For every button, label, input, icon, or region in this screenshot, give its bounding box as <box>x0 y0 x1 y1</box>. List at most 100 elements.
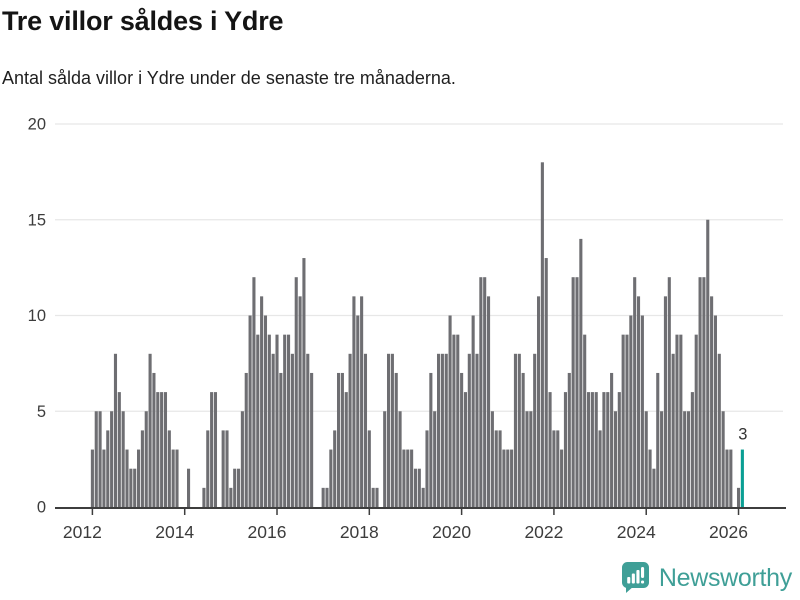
bar <box>563 392 568 507</box>
brand-footer: Newsworthy <box>621 561 792 595</box>
bar <box>463 392 468 507</box>
bar <box>690 392 694 507</box>
bar <box>698 277 702 507</box>
bar <box>683 411 687 507</box>
bar <box>606 392 610 507</box>
bar <box>675 334 679 507</box>
bar <box>663 296 667 507</box>
bar <box>652 468 656 507</box>
bar <box>517 353 521 507</box>
bar <box>625 334 629 507</box>
bar <box>267 334 271 507</box>
bar <box>529 411 533 507</box>
bar <box>210 392 214 507</box>
bar <box>598 430 602 507</box>
bar <box>375 487 379 507</box>
bar <box>175 449 179 507</box>
bar <box>456 334 460 507</box>
bar <box>156 392 160 507</box>
x-tick-label: 2020 <box>432 522 471 542</box>
bar <box>552 430 556 507</box>
y-tick-label: 15 <box>28 211 46 229</box>
bar <box>398 411 402 507</box>
bar <box>575 277 579 507</box>
bar <box>590 392 594 507</box>
bar <box>356 315 360 507</box>
bar <box>225 430 229 507</box>
bar <box>121 411 125 507</box>
bar <box>410 449 414 507</box>
bar <box>344 392 348 507</box>
bar <box>290 353 294 507</box>
bar <box>244 372 248 507</box>
bar <box>402 449 406 507</box>
bar <box>636 296 641 507</box>
bar <box>256 334 260 507</box>
bar <box>133 468 137 507</box>
bar <box>137 449 141 507</box>
bar <box>237 468 241 507</box>
bar <box>536 296 541 507</box>
x-tick-label: 2012 <box>63 522 102 542</box>
bar <box>544 258 548 507</box>
bar <box>502 449 506 507</box>
bar <box>248 315 252 507</box>
y-tick-label: 0 <box>37 499 46 517</box>
bar <box>390 353 394 507</box>
y-tick-label: 10 <box>28 307 46 325</box>
bar <box>294 277 298 507</box>
bar <box>475 353 479 507</box>
bar <box>233 468 237 507</box>
bar <box>525 411 529 507</box>
bar <box>602 392 606 507</box>
bar <box>386 353 391 507</box>
bar <box>363 353 368 507</box>
x-tick-label: 2014 <box>155 522 194 542</box>
bar <box>144 411 148 507</box>
bar <box>371 487 375 507</box>
bar <box>671 353 675 507</box>
bar <box>167 430 171 507</box>
bar <box>336 372 341 507</box>
bar <box>94 411 98 507</box>
bar <box>213 392 218 507</box>
bar <box>444 353 448 507</box>
bar <box>433 411 437 507</box>
bar <box>686 411 691 507</box>
bar <box>656 372 660 507</box>
bar <box>221 430 225 507</box>
bar <box>583 334 587 507</box>
chart-subtitle: Antal sålda villor i Ydre under de senas… <box>2 68 456 88</box>
bar <box>713 315 717 507</box>
bar <box>694 334 698 507</box>
bar <box>513 353 518 507</box>
bar <box>467 353 471 507</box>
bar <box>736 487 741 507</box>
bar <box>460 372 464 507</box>
x-tick-label: 2018 <box>340 522 379 542</box>
bar <box>621 334 625 507</box>
bar <box>440 353 444 507</box>
bar <box>729 449 733 507</box>
bar <box>306 353 310 507</box>
x-tick-label: 2016 <box>248 522 287 542</box>
bar <box>333 430 337 507</box>
bar <box>360 296 364 507</box>
bar <box>617 392 621 507</box>
x-tick-label: 2026 <box>709 522 748 542</box>
bar <box>275 334 279 507</box>
y-tick-label: 20 <box>28 116 46 134</box>
bar <box>633 277 637 507</box>
bar <box>679 334 683 507</box>
bar <box>163 392 168 507</box>
bar <box>640 315 644 507</box>
bar <box>152 372 156 507</box>
bar <box>340 372 344 507</box>
bar <box>710 296 714 507</box>
bar <box>117 392 121 507</box>
bar <box>98 411 102 507</box>
bar <box>490 411 494 507</box>
bar <box>90 449 94 507</box>
bar <box>429 372 433 507</box>
bar <box>352 296 356 507</box>
